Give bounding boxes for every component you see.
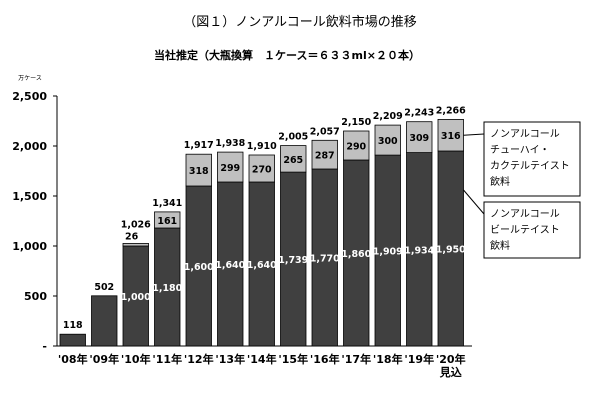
data-label-chuhai-cocktail: 299 bbox=[220, 163, 240, 174]
data-label-beer-taste: 1,739 bbox=[278, 255, 308, 266]
bar-segment-chuhai-cocktail bbox=[406, 121, 433, 153]
bar-segment-chuhai-cocktail bbox=[437, 119, 464, 152]
bar-segment-chuhai-cocktail bbox=[311, 139, 338, 170]
data-label-chuhai-cocktail: 318 bbox=[189, 166, 209, 177]
data-label-total: 1,910 bbox=[247, 141, 277, 152]
legend-entry-text: カクテルテイスト bbox=[490, 160, 570, 172]
data-label-beer-taste: 1,950 bbox=[436, 245, 466, 256]
bar-segment-beer-taste bbox=[185, 185, 212, 347]
x-tick-label: '12年 bbox=[184, 352, 214, 366]
data-label-total: 2,266 bbox=[436, 105, 466, 116]
y-tick-label: 2,500 bbox=[12, 90, 47, 103]
bar-segment-chuhai-cocktail bbox=[122, 242, 149, 247]
bar-segment-beer-taste bbox=[91, 295, 118, 347]
legend-box bbox=[483, 121, 581, 197]
x-tick-label: '17年 bbox=[341, 352, 371, 366]
bar-segment-beer-taste bbox=[217, 181, 244, 347]
y-tick-label: 2,000 bbox=[12, 140, 47, 153]
x-tick-label: '16年 bbox=[310, 352, 340, 366]
x-tick-label: '10年 bbox=[121, 352, 151, 366]
legend-entry-text: ビールテイスト bbox=[490, 224, 560, 236]
data-label-beer-taste: 1,770 bbox=[310, 254, 340, 265]
data-label-beer-taste: 1,640 bbox=[247, 260, 277, 271]
data-label-total: 1,917 bbox=[184, 140, 214, 151]
data-label-beer-taste: 1,909 bbox=[373, 247, 403, 258]
x-tick-label: '14年 bbox=[247, 352, 277, 366]
bar-segment-beer-taste bbox=[154, 227, 181, 347]
bar-segment-beer-taste bbox=[311, 168, 338, 347]
bar-segment-beer-taste bbox=[374, 154, 401, 347]
y-tick-label: - bbox=[42, 340, 47, 353]
legend-entry-text: チューハイ・ bbox=[490, 144, 550, 156]
legend-entry-text: ノンアルコール bbox=[490, 129, 560, 140]
bar-segment-chuhai-cocktail bbox=[217, 151, 244, 183]
data-label-chuhai-cocktail: 309 bbox=[409, 133, 429, 144]
x-tick-label: '18年 bbox=[373, 352, 403, 366]
data-label-chuhai-cocktail: 316 bbox=[441, 131, 461, 142]
legend-entry-text: 飲料 bbox=[490, 175, 510, 188]
data-label-beer-taste: 1,934 bbox=[404, 245, 434, 256]
data-label-chuhai-cocktail: 265 bbox=[283, 155, 303, 166]
data-label-total: 1,026 bbox=[121, 219, 151, 230]
data-label-beer-taste: 1,640 bbox=[215, 260, 245, 271]
bar-segment-chuhai-cocktail bbox=[154, 211, 181, 229]
data-label-beer-taste: 1,600 bbox=[184, 262, 214, 273]
y-axis-label: 万ケース bbox=[18, 75, 42, 82]
y-tick-label: 1,500 bbox=[12, 190, 47, 203]
data-label-total: 2,005 bbox=[278, 132, 308, 143]
data-label-total: 1,341 bbox=[152, 198, 182, 209]
bar-segment-beer-taste bbox=[343, 159, 370, 347]
data-label-beer-taste: 1,000 bbox=[121, 292, 151, 303]
data-label-chuhai-cocktail: 26 bbox=[125, 231, 139, 242]
bar-segment-chuhai-cocktail bbox=[248, 154, 275, 183]
data-label-chuhai-cocktail: 161 bbox=[157, 216, 177, 227]
x-tick-label: '08年 bbox=[58, 352, 88, 366]
x-tick-label: '11年 bbox=[152, 352, 182, 366]
data-label-total: 118 bbox=[63, 320, 83, 331]
chart-subtitle: 当社推定（大瓶換算 １ケース＝６３３ml×２０本） bbox=[154, 48, 420, 62]
bar-segment-beer-taste bbox=[122, 245, 149, 347]
y-tick-label: 500 bbox=[24, 290, 47, 303]
x-tick-note: 見込 bbox=[439, 365, 462, 379]
bar-segment-chuhai-cocktail bbox=[280, 145, 307, 173]
legend-entry-text: ノンアルコール bbox=[490, 209, 560, 220]
data-label-chuhai-cocktail: 300 bbox=[378, 136, 398, 147]
bar-segment-chuhai-cocktail bbox=[185, 153, 212, 187]
y-tick-label: 1,000 bbox=[12, 240, 47, 253]
data-label-chuhai-cocktail: 270 bbox=[252, 165, 272, 176]
data-label-total: 2,243 bbox=[404, 108, 434, 119]
data-label-total: 2,057 bbox=[310, 126, 340, 137]
legend-entry-text: 飲料 bbox=[490, 239, 510, 252]
x-tick-label: '09年 bbox=[89, 352, 119, 366]
data-label-total: 2,150 bbox=[341, 117, 371, 128]
chart-title: （図１）ノンアルコール飲料市場の推移 bbox=[183, 14, 417, 30]
x-tick-label: '15年 bbox=[278, 352, 308, 366]
data-label-chuhai-cocktail: 287 bbox=[315, 151, 335, 162]
legend-pointer-line bbox=[463, 189, 485, 215]
legend-box bbox=[483, 201, 581, 259]
x-tick-label: '19年 bbox=[404, 352, 434, 366]
plot-area: 2,500 2,000 1,500 1,000 500 - 118 '08年 502 '09年 1,… bbox=[12, 90, 472, 379]
data-label-beer-taste: 1,180 bbox=[152, 283, 182, 294]
data-label-beer-taste: 1,860 bbox=[341, 249, 371, 260]
bar-segment-beer-taste bbox=[437, 150, 464, 347]
bar-segment-beer-taste bbox=[59, 333, 86, 347]
bar-segment-beer-taste bbox=[280, 171, 307, 347]
bar-segment-chuhai-cocktail bbox=[374, 124, 401, 156]
data-label-total: 2,209 bbox=[373, 111, 403, 122]
x-tick-label: '20年 bbox=[436, 352, 466, 366]
x-tick-label: '13年 bbox=[215, 352, 245, 366]
legend-pointer-line bbox=[463, 133, 485, 136]
data-label-chuhai-cocktail: 290 bbox=[346, 142, 366, 153]
data-label-total: 502 bbox=[94, 282, 114, 293]
data-label-total: 1,938 bbox=[215, 138, 245, 149]
bar-segment-chuhai-cocktail bbox=[343, 130, 370, 161]
